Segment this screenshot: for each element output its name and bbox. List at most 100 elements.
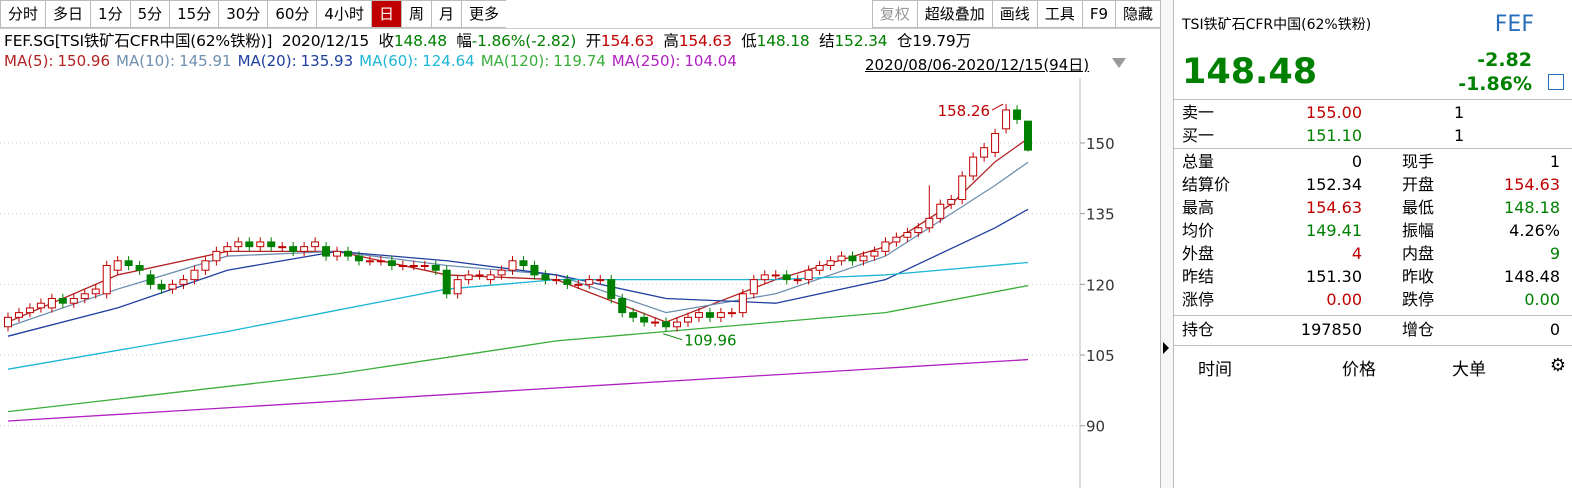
tab[interactable]: 月 xyxy=(430,0,461,28)
chart: 90 105 120 135 150 158.26 109.96 xyxy=(0,78,1115,488)
candle-body xyxy=(398,264,407,267)
candle-body xyxy=(629,312,638,318)
candle-body xyxy=(333,250,342,257)
change: -2.82 xyxy=(1477,49,1532,71)
ma-legend-item: MA(60): 124.64 xyxy=(359,52,475,70)
tab[interactable]: 5分 xyxy=(129,0,170,28)
stat-label: 增仓 xyxy=(1402,320,1435,339)
stat-value: 4 xyxy=(1351,244,1362,263)
candle-body xyxy=(387,260,396,266)
book-row: 卖一 155.00 1 xyxy=(1174,101,1572,124)
candle-body xyxy=(124,260,133,266)
candle-body xyxy=(684,316,692,323)
date-range[interactable]: 2020/08/06-2020/12/15(94日) xyxy=(865,56,1090,74)
candle-body xyxy=(311,241,320,248)
candle-body xyxy=(760,274,769,281)
splitter-arrow[interactable] xyxy=(1163,342,1169,354)
ma-legend-item: MA(5): 150.96 xyxy=(4,52,110,70)
candle-body xyxy=(376,260,385,263)
stat-value: 148.48 xyxy=(1504,267,1560,286)
book-price: 155.00 xyxy=(1306,103,1362,122)
stat-value: 0.00 xyxy=(1326,290,1362,309)
tab[interactable]: 更多 xyxy=(461,0,507,28)
tab[interactable]: 15分 xyxy=(169,0,219,28)
book-row: 买一 151.10 1 xyxy=(1174,124,1572,147)
stat-value: 0.00 xyxy=(1524,290,1560,309)
tool-button[interactable]: 隐藏 xyxy=(1114,0,1160,28)
stat-label: 振幅 xyxy=(1402,221,1435,240)
y-tick-label: 105 xyxy=(1086,347,1115,365)
annotation: 109.96 xyxy=(684,332,737,350)
stat-label: 内盘 xyxy=(1402,244,1435,263)
info-value: 154.63 xyxy=(678,32,732,50)
col-time: 时间 xyxy=(1198,360,1232,380)
tool-button[interactable]: 复权 xyxy=(871,0,917,28)
tab[interactable]: 周 xyxy=(400,0,431,28)
info-line: FEF.SG[TSI铁矿石CFR中国(62%铁粉)] 2020/12/15 收1… xyxy=(4,29,971,51)
book-label: 买一 xyxy=(1182,126,1215,145)
divider xyxy=(1174,148,1572,149)
candle-body xyxy=(870,250,879,257)
stat-label: 昨结 xyxy=(1182,267,1215,286)
tab[interactable]: 多日 xyxy=(45,0,91,28)
stat-label: 现手 xyxy=(1402,152,1435,171)
quote-panel: TSI铁矿石CFR中国(62%铁粉) FEF 148.48 -2.82 -1.86… xyxy=(1174,0,1572,488)
candle-body xyxy=(826,260,835,266)
annotation-arrow xyxy=(991,103,1004,111)
edit-icon[interactable] xyxy=(1548,74,1564,90)
candle-body xyxy=(80,293,89,299)
tool-button[interactable]: 画线 xyxy=(991,0,1037,28)
ma-line xyxy=(7,284,1029,413)
tool-button[interactable]: 工具 xyxy=(1036,0,1082,28)
tab[interactable]: 60分 xyxy=(267,0,317,28)
stat-value: 1 xyxy=(1549,152,1560,171)
dropdown-icon[interactable] xyxy=(1112,58,1126,68)
tab[interactable]: 4小时 xyxy=(316,0,371,28)
info-label: 幅 xyxy=(456,32,472,50)
y-tick-label: 120 xyxy=(1086,276,1115,294)
candle-body xyxy=(431,264,440,271)
book-label: 卖一 xyxy=(1182,103,1215,122)
candle-body xyxy=(486,274,495,281)
ma-name: MA(20): xyxy=(237,52,297,70)
settings-icon[interactable]: ⚙ xyxy=(1549,355,1566,376)
candle-body xyxy=(574,283,583,286)
candle-body xyxy=(135,264,144,271)
candle-body xyxy=(914,227,923,234)
stat-label: 昨收 xyxy=(1402,267,1435,286)
candle-body xyxy=(300,246,309,252)
candle-body xyxy=(442,269,451,295)
splitter[interactable] xyxy=(1160,0,1174,488)
stat-label: 持仓 xyxy=(1182,320,1215,339)
candle-body xyxy=(804,269,813,281)
tool-button[interactable]: 超级叠加 xyxy=(916,0,992,28)
candle-body xyxy=(738,293,747,314)
ma-value: 135.93 xyxy=(300,52,354,70)
annotation-arrow xyxy=(662,333,683,341)
divider xyxy=(1174,99,1572,100)
tab[interactable]: 1分 xyxy=(90,0,130,28)
candle-body xyxy=(354,255,363,262)
candle-body xyxy=(146,274,155,285)
col-big: 大单 xyxy=(1452,360,1486,380)
candle-body xyxy=(947,199,956,205)
ma-name: MA(250): xyxy=(611,52,681,70)
tab[interactable]: 日 xyxy=(370,0,401,28)
candle-body xyxy=(651,321,660,324)
tool-button[interactable]: F9 xyxy=(1081,0,1115,28)
candle-body xyxy=(618,297,627,314)
stat-value: 0 xyxy=(1351,152,1362,171)
stat-row: 持仓 197850 增仓 0 xyxy=(1174,318,1572,341)
candle-body xyxy=(409,264,418,267)
ma-line xyxy=(7,137,1029,323)
tab[interactable]: 分时 xyxy=(0,0,46,28)
divider xyxy=(1174,345,1572,346)
candle-body xyxy=(585,279,594,285)
tab[interactable]: 30分 xyxy=(218,0,268,28)
ma-name: MA(60): xyxy=(359,52,419,70)
stat-value: 148.18 xyxy=(1504,198,1560,217)
stat-row: 均价 149.41 振幅 4.26% xyxy=(1174,219,1572,242)
candle-body xyxy=(662,321,671,328)
candle-body xyxy=(289,246,298,252)
